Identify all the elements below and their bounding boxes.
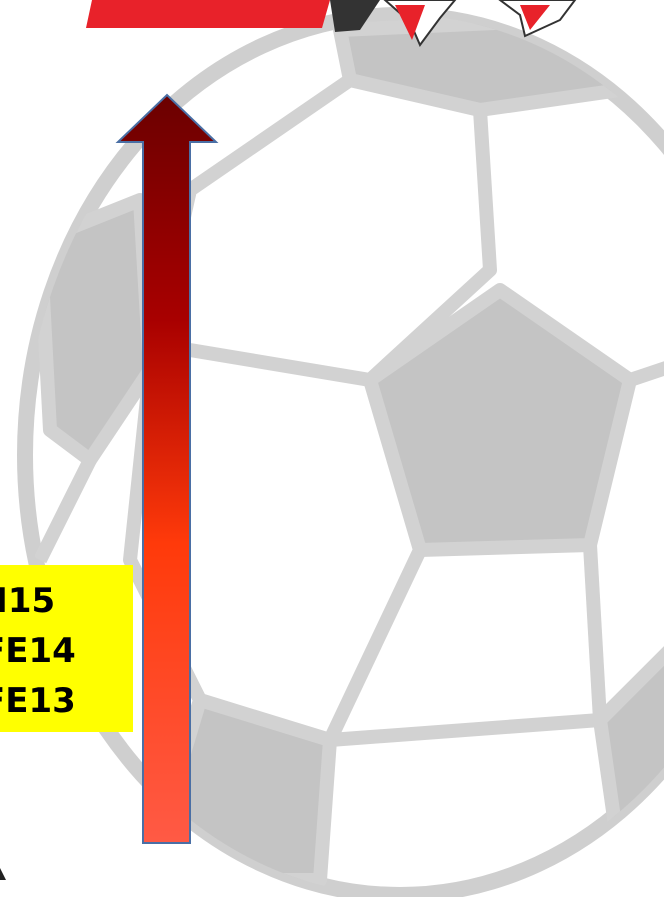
slide: M15 FE14 FE13 bbox=[0, 0, 664, 897]
page: M15 FE14 FE13 (() => { const data = JSON… bbox=[0, 0, 664, 897]
soccer-ball bbox=[25, 15, 664, 895]
label-line: M15 bbox=[0, 581, 55, 621]
label-line: FE14 bbox=[0, 631, 76, 671]
label-box: M15 FE14 FE13 bbox=[0, 565, 133, 732]
label-line: FE13 bbox=[0, 681, 76, 721]
corner-mark bbox=[0, 868, 6, 880]
